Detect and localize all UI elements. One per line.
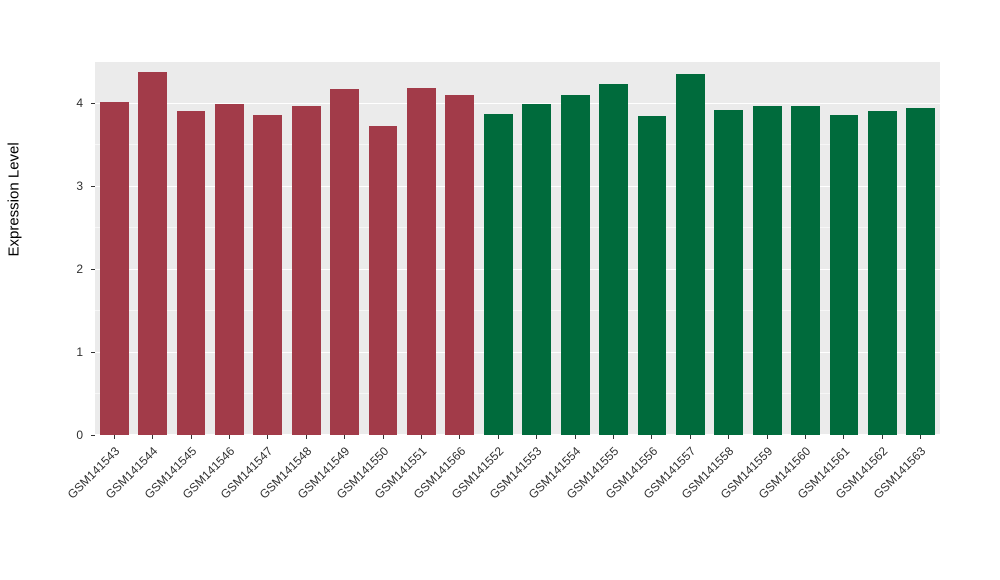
x-tick-mark xyxy=(574,435,576,439)
x-tick-mark xyxy=(881,435,883,439)
bar xyxy=(368,125,398,435)
x-tick-mark xyxy=(651,435,653,439)
y-tick-mark xyxy=(91,268,95,270)
bar xyxy=(330,89,360,435)
x-tick-mark xyxy=(728,435,730,439)
bar xyxy=(253,115,283,435)
bar xyxy=(906,107,936,435)
x-tick-mark xyxy=(267,435,269,439)
y-tick-mark xyxy=(91,351,95,353)
x-tick-mark xyxy=(459,435,461,439)
bar xyxy=(99,101,129,435)
x-tick-mark xyxy=(843,435,845,439)
gridline-major xyxy=(95,103,940,105)
x-axis: GSM141543 GSM141544 GSM141545 GSM141546 GSM1… xyxy=(65,435,940,545)
bar xyxy=(291,105,321,435)
bar xyxy=(867,110,897,435)
gridline-major xyxy=(95,434,940,435)
x-tick-mark xyxy=(497,435,499,439)
x-tick-mark xyxy=(805,435,807,439)
y-tick-label: 0 xyxy=(76,428,83,442)
x-tick-mark xyxy=(613,435,615,439)
bar xyxy=(675,73,705,435)
y-tick-mark xyxy=(91,434,95,436)
y-tick-mark xyxy=(91,102,95,104)
x-tick-mark xyxy=(228,435,230,439)
bar xyxy=(637,115,667,435)
gridline-major xyxy=(95,269,940,271)
y-tick-label: 3 xyxy=(76,179,83,194)
bar xyxy=(176,110,206,435)
bar xyxy=(829,115,859,435)
bar xyxy=(445,95,475,435)
plot-panel xyxy=(95,62,940,435)
y-tick-label: 2 xyxy=(76,262,83,277)
x-tick-mark xyxy=(382,435,384,439)
bar xyxy=(407,87,436,435)
x-tick-mark xyxy=(766,435,768,439)
gridline-minor xyxy=(95,227,940,229)
gridline-minor xyxy=(95,144,940,146)
gridline-major xyxy=(95,352,940,354)
bar xyxy=(522,104,552,435)
x-tick-mark xyxy=(190,435,192,439)
bar xyxy=(791,105,820,435)
bar xyxy=(752,105,782,435)
gridline-minor xyxy=(95,310,940,312)
y-axis: 0 1 2 3 4 xyxy=(0,62,95,441)
bar xyxy=(215,104,244,435)
bar xyxy=(599,83,628,435)
x-tick-mark xyxy=(152,435,154,439)
y-tick-label: 4 xyxy=(76,96,83,111)
x-tick-mark xyxy=(420,435,422,439)
x-tick-mark xyxy=(536,435,538,439)
bar xyxy=(714,110,744,435)
x-tick-mark xyxy=(689,435,691,439)
bar xyxy=(560,95,590,435)
bar xyxy=(483,114,513,435)
x-tick-mark xyxy=(344,435,346,439)
y-tick-label: 1 xyxy=(76,345,83,360)
y-tick-mark xyxy=(91,185,95,187)
gridline-minor xyxy=(95,393,940,395)
x-tick-mark xyxy=(113,435,115,439)
x-tick-mark xyxy=(920,435,922,439)
gridline-major xyxy=(95,186,940,188)
bar xyxy=(138,71,167,435)
x-tick-mark xyxy=(305,435,307,439)
